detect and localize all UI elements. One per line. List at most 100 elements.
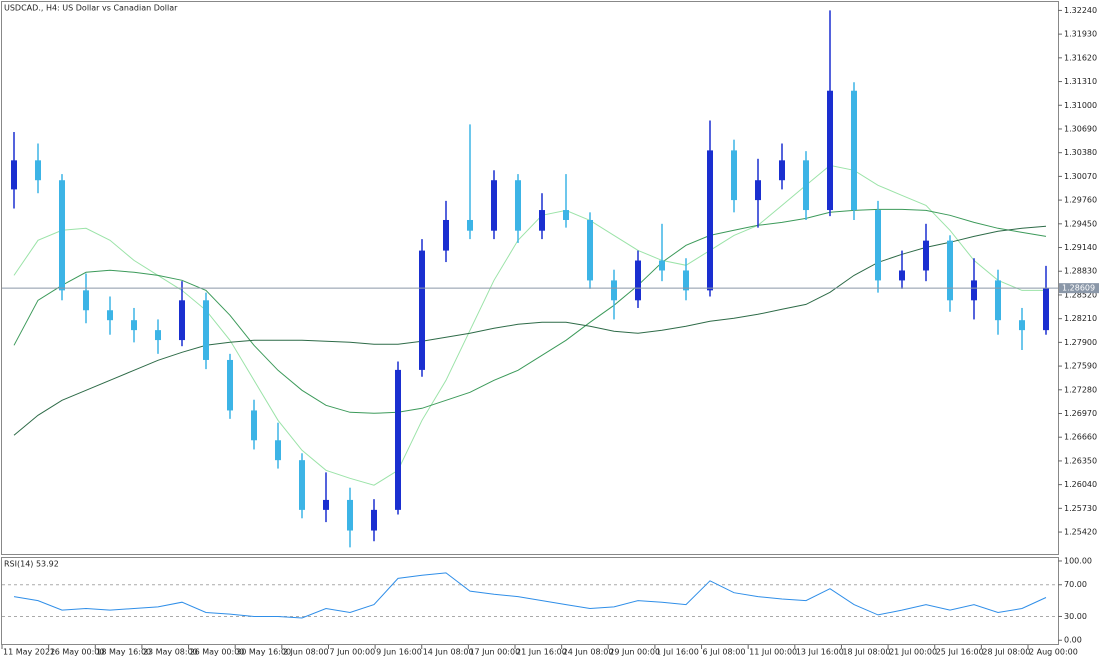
y-tick-label: 1.32240 (1064, 6, 1097, 15)
rsi-tick-label: 0.00 (1064, 636, 1082, 645)
y-tick-label: 1.29140 (1064, 243, 1097, 252)
x-tick-label: 23 May 08:00 (143, 648, 198, 657)
candle-body (707, 150, 713, 291)
y-tick-label: 1.25730 (1064, 504, 1097, 513)
candle-body (107, 310, 113, 321)
x-tick-label: 9 Jun 16:00 (376, 648, 422, 657)
candle-body (875, 210, 881, 281)
candle-body (995, 280, 1001, 321)
x-tick-label: 28 Jul 08:00 (982, 648, 1030, 657)
y-tick-label: 1.28210 (1064, 314, 1097, 323)
candle-body (923, 240, 929, 271)
last-price-box (1059, 283, 1099, 294)
y-tick-label: 1.26350 (1064, 456, 1097, 465)
candle-body (323, 499, 329, 510)
x-tick-label: 16 May 00:00 (50, 648, 105, 657)
candle-body (1019, 320, 1025, 331)
x-tick-label: 26 May 00:00 (190, 648, 245, 657)
candle-body (731, 150, 737, 201)
y-tick-label: 1.31310 (1064, 77, 1097, 86)
y-tick-label: 1.28830 (1064, 267, 1097, 276)
x-tick-label: 25 Jul 16:00 (936, 648, 984, 657)
y-tick-label: 1.31620 (1064, 53, 1097, 62)
chart-title: USDCAD., H4: US Dollar vs Canadian Dolla… (4, 4, 178, 13)
candle-body (851, 90, 857, 211)
candle-body (803, 160, 809, 211)
candle-body (443, 219, 449, 251)
y-tick-label: 1.30070 (1064, 172, 1097, 181)
y-tick-label: 1.26660 (1064, 433, 1097, 442)
candle-body (131, 320, 137, 331)
candle-body (227, 359, 233, 411)
x-tick-label: 11 Jul 00:00 (749, 648, 797, 657)
y-tick-label: 1.30690 (1064, 124, 1097, 133)
y-tick-label: 1.30380 (1064, 148, 1097, 157)
candle-body (11, 160, 17, 190)
x-tick-label: 30 May 16:00 (236, 648, 291, 657)
rsi-tick-label: 70.00 (1064, 580, 1087, 589)
candle-body (371, 509, 377, 531)
candle-body (587, 219, 593, 281)
x-tick-label: 24 Jun 08:00 (563, 648, 614, 657)
candle-body (971, 280, 977, 301)
candle-body (203, 300, 209, 360)
candle-body (59, 180, 65, 291)
rsi-line (13, 572, 1047, 619)
y-tick-label: 1.31000 (1064, 101, 1097, 110)
x-tick-label: 18 May 16:00 (96, 648, 151, 657)
candle-body (683, 270, 689, 291)
last-price-label: 1.28609 (1062, 284, 1095, 293)
moving-average (13, 164, 1046, 486)
y-tick-label: 1.27590 (1064, 362, 1097, 371)
candle-body (539, 210, 545, 231)
x-tick-label: 21 Jun 16:00 (516, 648, 567, 657)
y-tick-label: 1.28520 (1064, 290, 1097, 299)
x-tick-label: 7 Jun 00:00 (329, 648, 375, 657)
x-tick-label: 2 Jun 08:00 (283, 648, 329, 657)
candle-body (515, 180, 521, 231)
candle-body (83, 290, 89, 311)
rsi-tick-label: 30.00 (1064, 612, 1087, 621)
rsi-tick-label: 100.00 (1064, 556, 1092, 565)
y-tick-label: 1.25420 (1064, 528, 1097, 537)
candle-body (659, 260, 665, 271)
candle-body (275, 440, 281, 461)
y-tick-label: 1.26040 (1064, 480, 1097, 489)
x-tick-label: 6 Jul 08:00 (703, 648, 746, 657)
main-panel (1, 1, 1059, 555)
x-tick-label: 17 Jun 00:00 (469, 648, 520, 657)
candle-body (395, 369, 401, 510)
x-tick-label: 14 Jun 08:00 (423, 648, 474, 657)
candle-body (899, 270, 905, 281)
x-tick-label: 21 Jul 00:00 (889, 648, 937, 657)
candle-body (155, 330, 161, 341)
candle-body (755, 180, 761, 201)
moving-average (13, 225, 1047, 436)
y-tick-label: 1.27280 (1064, 385, 1097, 394)
x-tick-label: 13 Jul 16:00 (796, 648, 844, 657)
rsi-label: RSI(14) 53.92 (4, 560, 59, 569)
candle-body (179, 300, 185, 341)
candle-body (419, 250, 425, 370)
x-tick-label: 18 Jul 08:00 (842, 648, 890, 657)
candle-body (563, 210, 569, 220)
y-tick-label: 1.27900 (1064, 338, 1097, 347)
candle-body (251, 410, 257, 441)
rsi-panel (1, 557, 1059, 645)
candle-body (299, 460, 305, 510)
y-tick-label: 1.26970 (1064, 409, 1097, 418)
x-tick-label: 2 Aug 00:00 (1029, 648, 1078, 657)
candle-body (827, 90, 833, 211)
y-tick-label: 1.29450 (1064, 219, 1097, 228)
x-tick-label: 11 May 2022 (3, 648, 55, 657)
y-tick-label: 1.31930 (1064, 30, 1097, 39)
x-tick-label: 1 Jul 16:00 (656, 648, 699, 657)
y-tick-label: 1.29760 (1064, 196, 1097, 205)
moving-average (13, 208, 1047, 414)
candle-body (35, 160, 41, 181)
candle-body (347, 499, 353, 531)
candle-body (611, 280, 617, 301)
x-tick-label: 29 Jun 00:00 (609, 648, 660, 657)
